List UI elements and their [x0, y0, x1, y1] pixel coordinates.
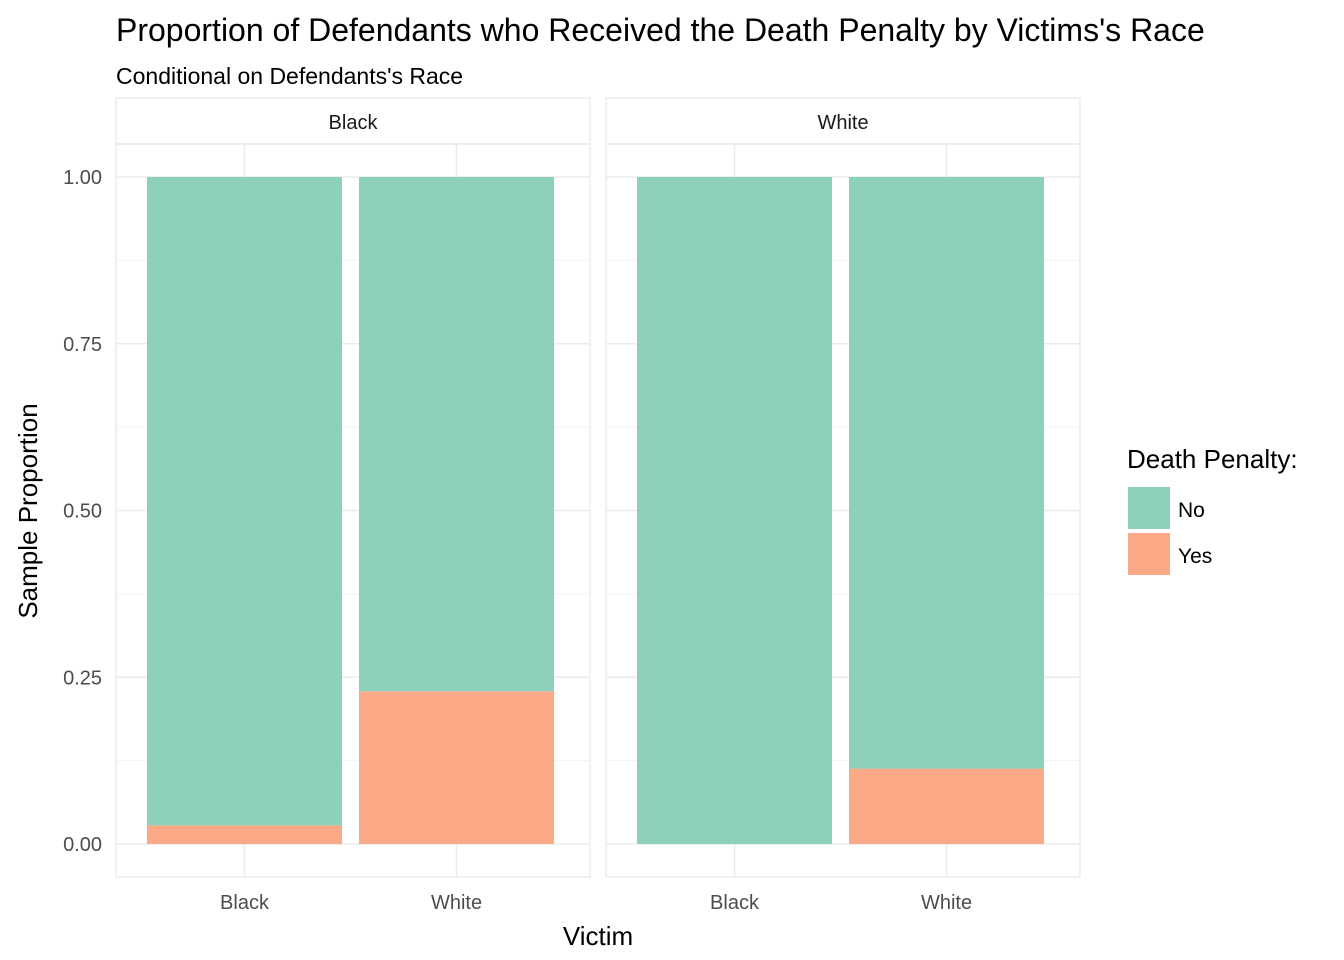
- panel-border: [115, 143, 591, 878]
- panel-border: [605, 143, 1081, 878]
- facet-panels: Black White: [115, 97, 1081, 878]
- x-tick-label: White: [921, 892, 972, 914]
- facet-panel: White: [605, 97, 1081, 878]
- bar-yes-white: [849, 768, 1044, 844]
- x-axis-title: Victim: [563, 921, 633, 951]
- y-tick-label: 0.00: [63, 834, 102, 856]
- legend-key-no: [1128, 487, 1170, 529]
- facet-strip-label: White: [817, 112, 868, 134]
- y-tick-label: 0.75: [63, 334, 102, 356]
- bar-no-white: [359, 177, 554, 692]
- x-tick-label: Black: [710, 892, 760, 914]
- bar-yes-black: [147, 825, 342, 844]
- bar-no-black: [147, 177, 342, 826]
- y-tick-label: 0.25: [63, 667, 102, 689]
- facet-strip: [605, 97, 1081, 145]
- facet-strip-label: Black: [329, 112, 379, 134]
- y-tick-label: 1.00: [63, 167, 102, 189]
- bar-yes-white: [359, 691, 554, 844]
- chart-subtitle: Conditional on Defendants's Race: [116, 63, 463, 89]
- x-axis: Black White Black White: [220, 892, 972, 914]
- x-tick-label: Black: [220, 892, 270, 914]
- legend-title: Death Penalty:: [1127, 444, 1298, 474]
- chart-title: Proportion of Defendants who Received th…: [116, 12, 1205, 48]
- y-axis: 0.00 0.25 0.50 0.75 1.00: [63, 167, 102, 856]
- legend-label-yes: Yes: [1178, 545, 1212, 568]
- legend-label-no: No: [1178, 499, 1205, 522]
- legend: Death Penalty: No Yes: [1127, 444, 1298, 575]
- y-axis-title: Sample Proportion: [13, 403, 43, 618]
- legend-key-yes: [1128, 533, 1170, 575]
- bar-no-white: [849, 177, 1044, 769]
- facet-strip: [115, 97, 591, 145]
- x-tick-label: White: [431, 892, 482, 914]
- y-tick-label: 0.50: [63, 501, 102, 523]
- facet-panel: Black: [115, 97, 591, 878]
- bar-no-black: [637, 177, 832, 844]
